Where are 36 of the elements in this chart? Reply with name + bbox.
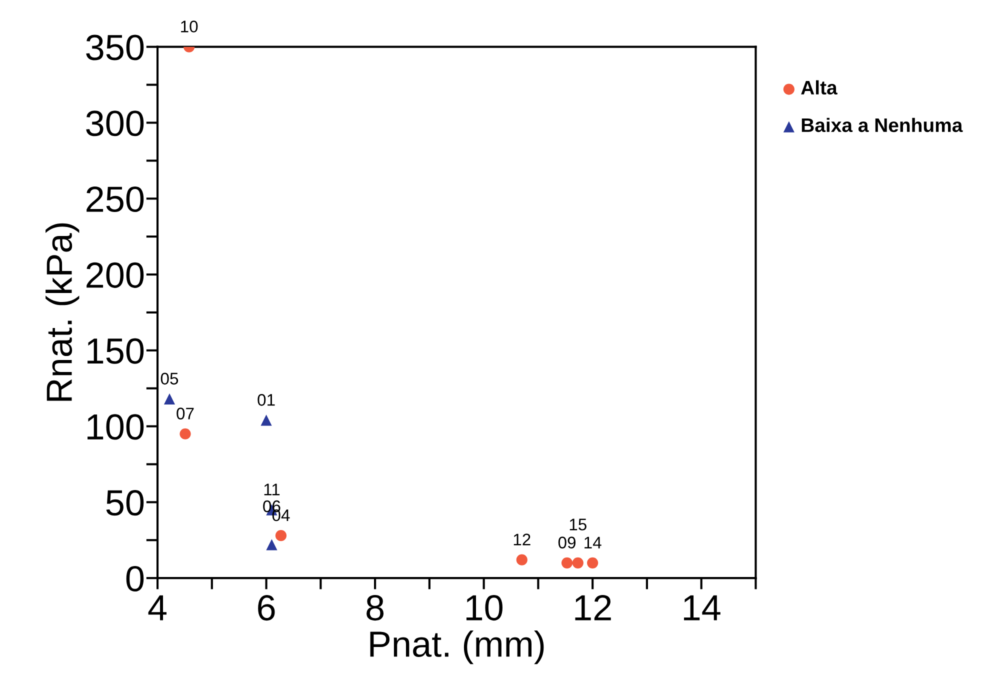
- x-axis-title: Pnat. (mm): [370, 630, 544, 664]
- point: [516, 554, 528, 566]
- y-tick-label: 250: [86, 186, 144, 212]
- y-tick-label: 50: [106, 490, 144, 516]
- x-tick-label: 12: [575, 595, 611, 620]
- legend-label: Baixa a Nenhuma: [802, 118, 963, 132]
- annotation: 10: [181, 20, 198, 32]
- annotation: 11: [264, 484, 280, 496]
- point: [561, 557, 573, 568]
- y-tick-label: 0: [126, 566, 144, 592]
- point: [260, 414, 272, 426]
- point: [164, 393, 176, 405]
- x-tick-label: 8: [366, 595, 384, 621]
- y-tick-label: 300: [86, 110, 144, 136]
- y-tick-label: 200: [86, 262, 144, 288]
- y-tick-label: 350: [86, 34, 144, 60]
- x-tick-label: 14: [684, 595, 720, 620]
- point: [572, 557, 584, 568]
- x-tick-label: 4: [148, 595, 167, 620]
- annotation: 09: [558, 536, 576, 548]
- annotation: 15: [570, 518, 586, 530]
- point: [275, 530, 287, 542]
- point: [180, 428, 191, 440]
- annotation: 07: [176, 408, 194, 420]
- y-tick-label: 100: [88, 414, 144, 440]
- annotation: 05: [160, 372, 178, 385]
- annotation: 01: [258, 394, 275, 406]
- annotation: 12: [514, 534, 530, 546]
- x-tick-label: 10: [466, 595, 502, 621]
- y-tick-label: 150: [88, 338, 144, 364]
- x-tick-label: 6: [258, 595, 275, 621]
- annotation: 14: [584, 536, 602, 548]
- y-axis-title: Rnat. (kPa): [46, 223, 80, 401]
- legend-label: Alta: [801, 80, 838, 95]
- point: [587, 557, 598, 568]
- point: [266, 539, 278, 550]
